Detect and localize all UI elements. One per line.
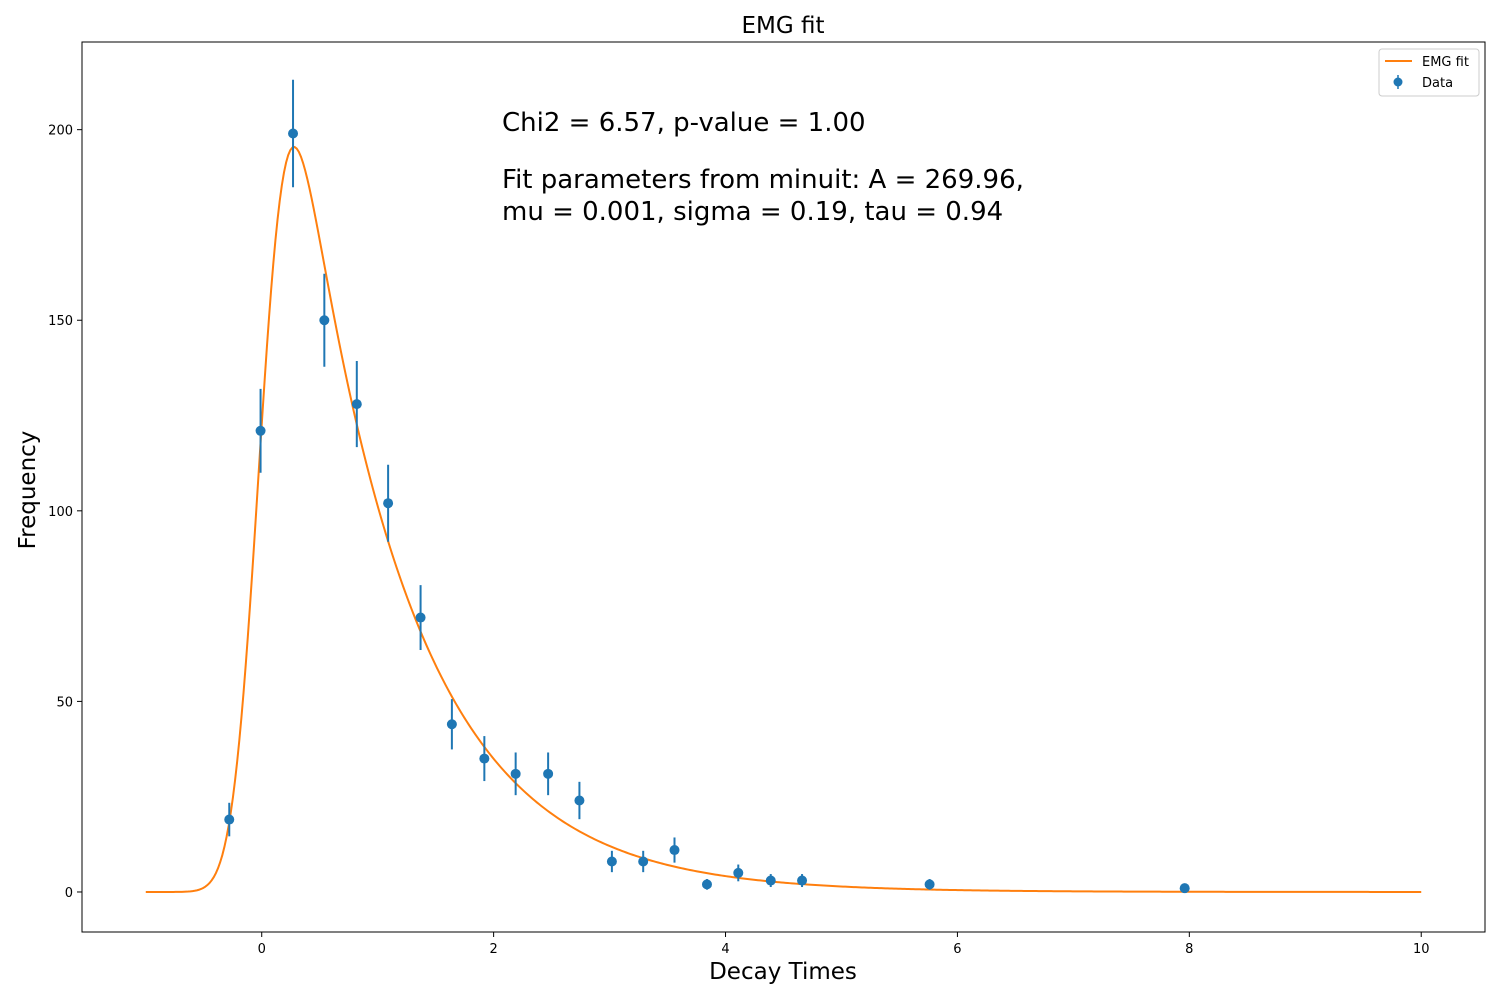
data-marker xyxy=(383,498,394,509)
chi2-annotation: Chi2 = 6.57, p-value = 1.00 xyxy=(502,108,866,138)
data-point xyxy=(669,837,680,863)
data-marker xyxy=(1179,883,1190,894)
data-marker xyxy=(701,879,712,890)
y-tick-label: 50 xyxy=(56,695,73,710)
data-point xyxy=(543,752,554,796)
x-axis-label: Decay Times xyxy=(709,959,857,985)
y-tick-label: 150 xyxy=(48,314,73,329)
data-marker xyxy=(606,856,617,867)
plot-area xyxy=(145,79,1422,894)
y-tick-label: 100 xyxy=(48,505,73,520)
fit-params-annotation-line1: Fit parameters from minuit: A = 269.96, xyxy=(502,165,1024,195)
x-tick-label: 6 xyxy=(953,942,961,957)
data-point xyxy=(733,864,744,882)
data-point xyxy=(797,874,808,888)
data-point xyxy=(510,752,521,796)
data-point xyxy=(288,79,299,188)
emg-fit-line xyxy=(145,145,1422,893)
data-point xyxy=(1179,883,1190,894)
data-marker xyxy=(510,768,521,779)
data-point xyxy=(415,585,426,650)
data-point xyxy=(479,736,490,782)
data-marker xyxy=(319,315,330,326)
data-marker xyxy=(288,128,299,139)
data-point xyxy=(351,361,362,448)
data-point xyxy=(701,879,712,890)
legend-label-data: Data xyxy=(1422,76,1453,91)
y-tick-label: 200 xyxy=(48,124,73,139)
data-marker xyxy=(924,879,935,890)
axes-frame xyxy=(81,41,1486,933)
x-tick-label: 10 xyxy=(1413,942,1430,957)
x-tick-label: 0 xyxy=(258,942,266,957)
y-axis-label: Frequency xyxy=(15,431,41,550)
data-marker xyxy=(479,753,490,764)
data-marker xyxy=(733,867,744,878)
data-marker xyxy=(543,768,554,779)
legend-label-fit: EMG fit xyxy=(1422,55,1469,70)
data-marker xyxy=(797,875,808,886)
data-point xyxy=(224,802,235,837)
x-tick-label: 4 xyxy=(721,942,729,957)
data-point xyxy=(319,273,330,367)
x-axis-ticks: 0 2 4 6 8 10 xyxy=(258,932,1430,957)
data-marker xyxy=(765,875,776,886)
data-marker xyxy=(351,399,362,410)
fit-params-annotation-line2: mu = 0.001, sigma = 0.19, tau = 0.94 xyxy=(502,197,1003,227)
data-point xyxy=(638,850,649,873)
y-axis-ticks: 0 50 100 150 200 xyxy=(48,124,82,901)
data-point xyxy=(924,879,935,890)
data-marker xyxy=(224,814,235,825)
data-point xyxy=(765,874,776,888)
data-marker xyxy=(446,719,457,730)
chart-title: EMG fit xyxy=(741,13,824,39)
data-marker xyxy=(255,425,266,436)
data-point xyxy=(255,388,266,473)
x-tick-label: 8 xyxy=(1185,942,1193,957)
data-marker xyxy=(638,856,649,867)
data-point xyxy=(606,850,617,873)
data-point xyxy=(574,781,585,820)
y-tick-label: 0 xyxy=(65,886,73,901)
data-point xyxy=(446,699,457,750)
data-marker xyxy=(415,612,426,623)
data-marker xyxy=(574,795,585,806)
data-point xyxy=(383,464,394,542)
x-tick-label: 2 xyxy=(489,942,497,957)
data-marker xyxy=(669,845,680,856)
legend: EMG fit Data xyxy=(1378,48,1480,97)
legend-marker-swatch xyxy=(1393,77,1403,87)
